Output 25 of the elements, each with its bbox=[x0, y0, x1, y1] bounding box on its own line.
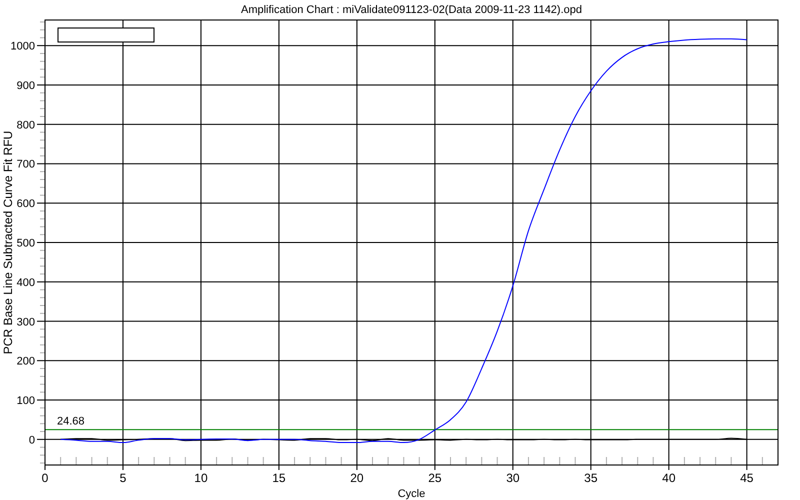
y-tick-label: 1000 bbox=[10, 40, 35, 53]
x-tick-label: 20 bbox=[350, 471, 364, 485]
chart-title: Amplification Chart : miValidate091123-02(Data 2009-11-23 1142).opd bbox=[241, 4, 582, 16]
x-axis-title: Cycle bbox=[398, 488, 426, 500]
x-tick-label: 45 bbox=[740, 471, 754, 485]
x-tick-label: 35 bbox=[584, 471, 598, 485]
y-tick-label: 700 bbox=[16, 158, 35, 171]
ref-line-label: 24.68 bbox=[57, 416, 85, 428]
x-tick-label: 30 bbox=[506, 471, 520, 485]
y-tick-label: 300 bbox=[16, 316, 35, 328]
y-tick-label: 100 bbox=[16, 395, 35, 408]
y-tick-label: 600 bbox=[16, 198, 35, 210]
x-tick-label: 5 bbox=[120, 471, 127, 485]
y-tick-label: 800 bbox=[16, 119, 35, 132]
y-axis-title: PCR Base Line Subtracted Curve Fit RFU bbox=[1, 130, 15, 354]
x-tick-label: 10 bbox=[194, 471, 208, 485]
x-tick-label: 25 bbox=[428, 471, 442, 485]
y-tick-label: 900 bbox=[16, 80, 35, 92]
y-tick-label: 500 bbox=[16, 238, 35, 250]
x-tick-label: 40 bbox=[662, 471, 676, 485]
y-tick-label: 400 bbox=[16, 276, 35, 289]
y-tick-label: 0 bbox=[28, 434, 35, 446]
y-tick-label: 200 bbox=[16, 356, 35, 368]
x-tick-label: 15 bbox=[272, 471, 286, 485]
x-tick-label: 0 bbox=[42, 471, 49, 485]
